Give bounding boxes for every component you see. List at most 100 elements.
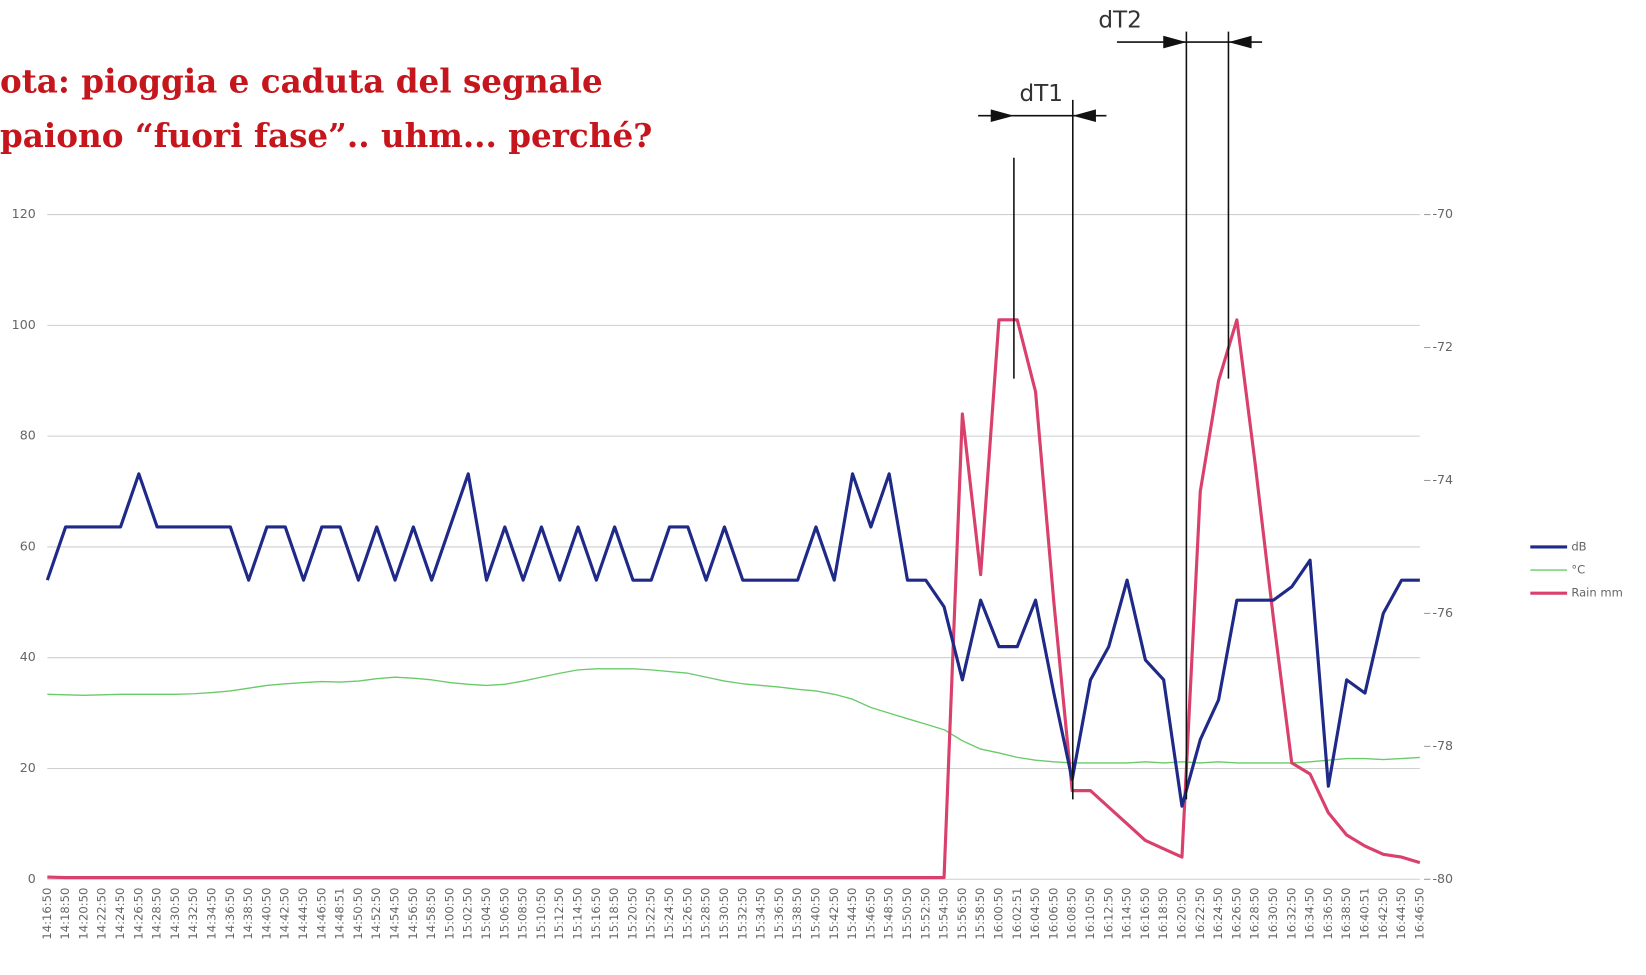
x-tick-label: 14:24:50 (113, 888, 127, 940)
x-tick-label: 16:46:50 (1412, 888, 1426, 940)
legend-label: dB (1571, 539, 1586, 553)
x-tick-label: 16:18:50 (1156, 888, 1170, 940)
x-tick-label: 15:04:50 (479, 888, 493, 940)
x-tick-label: 16:26:50 (1229, 888, 1243, 940)
y2-tick-label: -72 (1432, 339, 1453, 354)
x-tick-label: 15:32:50 (735, 888, 749, 940)
x-tick-label: 14:46:50 (314, 888, 328, 940)
x-tick-label: 15:24:50 (662, 888, 676, 940)
series-line (47, 668, 1420, 764)
annotation-label: dT2 (1098, 7, 1142, 33)
x-tick-label: 14:32:50 (186, 888, 200, 940)
x-tick-label: 15:54:50 (937, 888, 951, 940)
y2-tick-label: -76 (1432, 605, 1453, 620)
x-tick-label: 16:40:51 (1357, 888, 1371, 940)
y-tick-label: 60 (20, 538, 36, 553)
x-tick-label: 15:44:50 (845, 888, 859, 940)
legend-label: Rain mm (1571, 586, 1623, 600)
annotation-label: dT1 (1019, 81, 1063, 107)
x-tick-label: 15:14:50 (571, 888, 585, 940)
y-tick-label: 40 (20, 649, 36, 664)
y-tick-label: 80 (20, 428, 36, 443)
x-tick-label: 15:40:50 (808, 888, 822, 940)
x-tick-label: 16:14:50 (1120, 888, 1134, 940)
x-tick-label: 16:28:50 (1248, 888, 1262, 940)
x-tick-label: 15:08:50 (516, 888, 530, 940)
x-tick-label: 14:22:50 (95, 888, 109, 940)
x-tick-label: 16:20:50 (1174, 888, 1188, 940)
y-tick-label: 20 (20, 760, 36, 775)
x-tick-label: 15:58:50 (973, 888, 987, 940)
x-tick-label: 15:10:50 (534, 888, 548, 940)
x-tick-label: 16:22:50 (1193, 888, 1207, 940)
x-tick-label: 15:22:50 (644, 888, 658, 940)
x-tick-label: 14:18:50 (58, 888, 72, 940)
x-tick-label: 16:06:50 (1046, 888, 1060, 940)
x-tick-label: 16:42:50 (1376, 888, 1390, 940)
x-tick-label: 15:20:50 (625, 888, 639, 940)
y2-tick-label: -70 (1432, 206, 1453, 221)
y2-tick-label: -78 (1432, 738, 1453, 753)
y-tick-label: 0 (28, 871, 36, 886)
x-tick-label: 16:38:50 (1339, 888, 1353, 940)
y2-tick-label: -74 (1432, 472, 1453, 487)
x-tick-label: 14:36:50 (223, 888, 237, 940)
x-tick-label: 16:10:50 (1083, 888, 1097, 940)
x-tick-label: 14:28:50 (150, 888, 164, 940)
x-tick-label: 15:00:50 (442, 888, 456, 940)
x-tick-label: 16:34:50 (1303, 888, 1317, 940)
series-line (47, 318, 1421, 880)
x-tick-label: 15:12:50 (552, 888, 566, 940)
arrow-head (990, 109, 1014, 123)
x-tick-label: 14:30:50 (168, 888, 182, 940)
x-tick-label: 15:50:50 (900, 888, 914, 940)
x-tick-label: 14:48:51 (333, 888, 347, 940)
series-line (45, 472, 1420, 808)
x-tick-label: 14:52:50 (369, 888, 383, 940)
x-tick-label: 16:12:50 (1101, 888, 1115, 940)
arrow-head (1072, 109, 1096, 123)
arrow-head (1163, 35, 1187, 49)
x-tick-label: 14:16:50 (40, 888, 54, 940)
x-tick-label: 14:40:50 (259, 888, 273, 940)
y-tick-label: 100 (12, 317, 36, 332)
x-tick-label: 14:56:50 (406, 888, 420, 940)
x-tick-label: 14:58:50 (424, 888, 438, 940)
x-tick-label: 15:38:50 (790, 888, 804, 940)
annotations (978, 31, 1263, 800)
x-tick-label: 14:54:50 (388, 888, 402, 940)
x-tick-label: 15:36:50 (772, 888, 786, 940)
x-tick-label: 15:52:50 (918, 888, 932, 940)
x-tick-label: 15:46:50 (863, 888, 877, 940)
x-tick-label: 16:00:50 (991, 888, 1005, 940)
x-tick-label: 15:30:50 (717, 888, 731, 940)
arrow-head (1228, 35, 1252, 49)
x-tick-label: 16:08:50 (1065, 888, 1079, 940)
chart-title: paiono “fuori fase”.. uhm... perché? (0, 116, 652, 155)
x-tick-label: 16:02:51 (1010, 888, 1024, 940)
chart-title: ota: pioggia e caduta del segnale (0, 62, 603, 101)
x-tick-label: 14:44:50 (296, 888, 310, 940)
x-tick-label: 14:50:50 (351, 888, 365, 940)
x-tick-label: 16:24:50 (1211, 888, 1225, 940)
x-tick-label: 16:04:50 (1028, 888, 1042, 940)
x-tick-label: 15:28:50 (699, 888, 713, 940)
x-tick-label: 14:34:50 (205, 888, 219, 940)
x-tick-label: 15:02:50 (461, 888, 475, 940)
x-tick-label: 15:48:50 (882, 888, 896, 940)
x-tick-label: 15:06:50 (497, 888, 511, 940)
x-tick-label: 15:26:50 (680, 888, 694, 940)
legend-label: °C (1571, 563, 1585, 577)
x-tick-label: 15:18:50 (607, 888, 621, 940)
x-tick-label: 16:30:50 (1266, 888, 1280, 940)
y2-tick-label: -80 (1432, 871, 1453, 886)
x-tick-label: 15:42:50 (827, 888, 841, 940)
x-tick-label: 15:56:50 (955, 888, 969, 940)
x-tick-label: 16:32:50 (1284, 888, 1298, 940)
x-tick-label: 16:44:50 (1394, 888, 1408, 940)
x-tick-label: 15:34:50 (754, 888, 768, 940)
x-tick-label: 14:26:50 (131, 888, 145, 940)
x-tick-label: 14:38:50 (241, 888, 255, 940)
y-tick-label: 120 (12, 206, 36, 221)
